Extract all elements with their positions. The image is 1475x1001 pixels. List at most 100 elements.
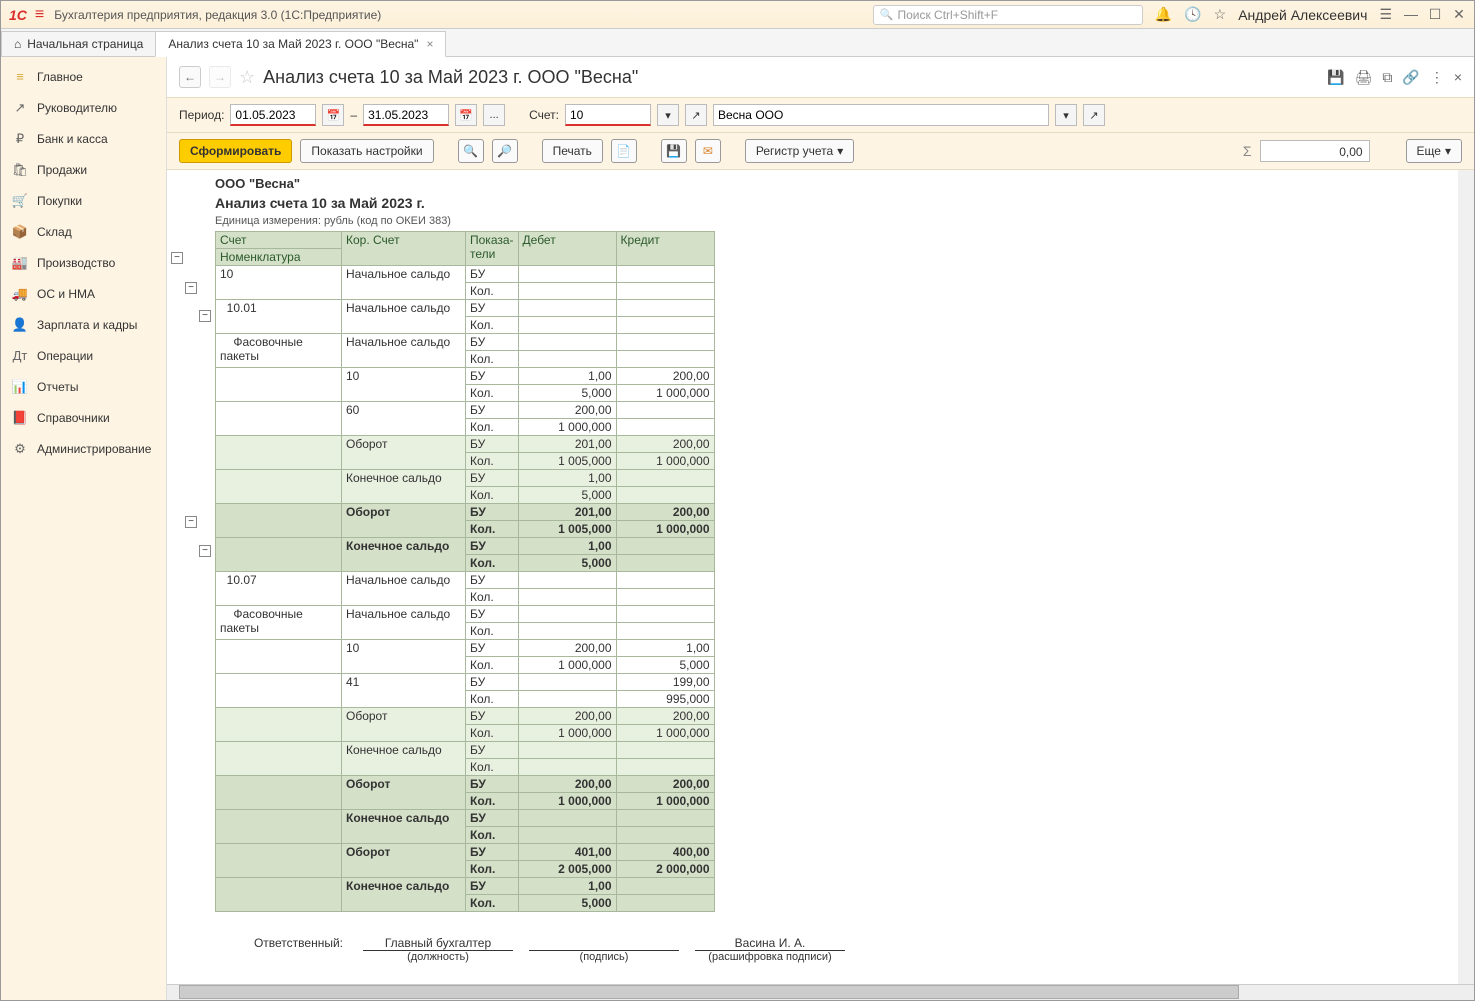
tree-toggle[interactable]: − (199, 310, 211, 322)
more-button[interactable]: Еще ▾ (1406, 139, 1462, 163)
account-open-icon[interactable]: ↗ (685, 104, 707, 126)
sidebar-label: Склад (37, 225, 72, 239)
app-menu-icon[interactable]: ≡ (35, 6, 44, 24)
preview-icon[interactable]: 📄 (611, 139, 637, 163)
org-open-icon[interactable]: ↗ (1083, 104, 1105, 126)
close-page-icon[interactable]: × (1454, 69, 1462, 86)
sidebar-icon: 📦 (11, 224, 29, 240)
main-area: ← → ☆ Анализ счета 10 за Май 2023 г. ООО… (167, 57, 1474, 1000)
forward-button[interactable]: → (209, 66, 231, 88)
global-search-input[interactable]: Поиск Ctrl+Shift+F (873, 5, 1143, 25)
logo-1c: 1C (9, 7, 27, 23)
sidebar-item[interactable]: ≡Главное (1, 61, 166, 92)
org-input[interactable] (713, 104, 1049, 126)
sidebar-item[interactable]: ↗ Руководителю (1, 92, 166, 123)
sidebar-icon: ₽ (11, 131, 29, 147)
sign-signature-value (529, 936, 679, 950)
report-area: ООО "Весна" Анализ счета 10 за Май 2023 … (167, 170, 1474, 984)
close-icon[interactable]: ✕ (1452, 6, 1466, 23)
sign-name-value: Васина И. А. (695, 936, 845, 950)
hdr-nom: Номенклатура (216, 249, 342, 266)
calendar-from-icon[interactable]: 📅 (322, 104, 344, 126)
report-unit: Единица измерения: рубль (код по ОКЕИ 38… (215, 213, 1470, 229)
sidebar-item[interactable]: Дт Операции (1, 340, 166, 371)
search-placeholder: Поиск Ctrl+Shift+F (897, 8, 998, 22)
minimize-icon[interactable]: — (1404, 6, 1418, 23)
sidebar-icon: ⚙ (11, 441, 29, 457)
page-title: Анализ счета 10 за Май 2023 г. ООО "Весн… (263, 67, 638, 88)
maximize-icon[interactable]: ☐ (1428, 6, 1442, 23)
history-icon[interactable]: 🕓 (1184, 6, 1201, 23)
back-button[interactable]: ← (179, 66, 201, 88)
user-name[interactable]: Андрей Алексеевич (1238, 7, 1367, 23)
page-header: ← → ☆ Анализ счета 10 за Май 2023 г. ООО… (167, 57, 1474, 97)
sidebar-item[interactable]: 📦 Склад (1, 216, 166, 247)
sidebar-icon: 🛍 (11, 162, 29, 178)
settings-bars-icon[interactable]: ☰ (1379, 6, 1392, 23)
sidebar-item[interactable]: 👤Зарплата и кадры (1, 309, 166, 340)
tab-report[interactable]: Анализ счета 10 за Май 2023 г. ООО "Весн… (155, 31, 446, 57)
sidebar-label: Продажи (37, 163, 87, 177)
sidebar-item[interactable]: 🛒Покупки (1, 185, 166, 216)
email-icon[interactable]: ✉ (695, 139, 721, 163)
sidebar-icon: ↗ (11, 100, 29, 116)
print-icon[interactable]: 🖨 (1355, 69, 1373, 86)
hdr-deb: Дебет (518, 232, 616, 266)
app-title: Бухгалтерия предприятия, редакция 3.0 (1… (54, 8, 381, 22)
tab-home-label: Начальная страница (27, 37, 143, 51)
sidebar-item[interactable]: ⚙Администрирование (1, 433, 166, 464)
sidebar-item[interactable]: ₽Банк и касса (1, 123, 166, 154)
sidebar-label: ОС и НМА (37, 287, 95, 301)
org-dropdown-icon[interactable]: ▾ (1055, 104, 1077, 126)
tree-toggle[interactable]: − (171, 252, 183, 264)
print-button[interactable]: Печать (542, 139, 603, 163)
sidebar-label: Производство (37, 256, 115, 270)
horizontal-scrollbar[interactable] (167, 984, 1474, 1000)
tree-toggle[interactable]: − (185, 282, 197, 294)
favorite-star-icon[interactable]: ☆ (239, 67, 255, 88)
disk-save-icon[interactable]: 💾 (1327, 69, 1344, 86)
sidebar-label: Руководителю (37, 101, 117, 115)
sidebar-item[interactable]: 📕Справочники (1, 402, 166, 433)
sidebar-icon: 🚚 (11, 286, 29, 302)
sidebar-item[interactable]: 🏭 Производство (1, 247, 166, 278)
signature-row: Ответственный: Главный бухгалтер (должно… (215, 936, 1470, 963)
sidebar-label: Операции (37, 349, 93, 363)
form-button[interactable]: Сформировать (179, 139, 292, 163)
tree-toggle[interactable]: − (185, 516, 197, 528)
titlebar: 1C ≡ Бухгалтерия предприятия, редакция 3… (1, 1, 1474, 29)
settings-button[interactable]: Показать настройки (300, 139, 433, 163)
sidebar-item[interactable]: 📊Отчеты (1, 371, 166, 402)
link-icon[interactable]: 🔗 (1402, 69, 1419, 86)
register-label: Регистр учета (756, 144, 833, 158)
period-dash: – (350, 108, 357, 122)
bell-icon[interactable]: 🔔 (1155, 6, 1172, 23)
tab-close-icon[interactable]: × (426, 37, 433, 51)
account-input[interactable] (565, 104, 651, 126)
sidebar-icon: Дт (11, 348, 29, 363)
params-bar: Период: 📅 – 📅 ... Счет: ▾ ↗ ▾ ↗ (167, 97, 1474, 133)
sidebar-item[interactable]: 🚚 ОС и НМА (1, 278, 166, 309)
vertical-scrollbar[interactable] (1458, 170, 1474, 984)
sidebar-item[interactable]: 🛍 Продажи (1, 154, 166, 185)
report-title: Анализ счета 10 за Май 2023 г. (215, 193, 1470, 213)
date-to-input[interactable] (363, 104, 449, 126)
tree-toggle[interactable]: − (199, 545, 211, 557)
save-icon[interactable]: 💾 (661, 139, 687, 163)
tab-report-label: Анализ счета 10 за Май 2023 г. ООО "Весн… (168, 37, 418, 51)
report-toolbar: Сформировать Показать настройки 🔍 🔎 Печа… (167, 133, 1474, 170)
period-dots-button[interactable]: ... (483, 104, 505, 126)
find-icon[interactable]: 🔍 (458, 139, 484, 163)
register-button[interactable]: Регистр учета ▾ (745, 139, 854, 163)
find-back-icon[interactable]: 🔎 (492, 139, 518, 163)
open-external-icon[interactable]: ⧉ (1382, 69, 1392, 86)
calendar-to-icon[interactable]: 📅 (455, 104, 477, 126)
more-menu-icon[interactable]: ⋮ (1430, 69, 1444, 86)
sidebar-icon: 🏭 (11, 255, 29, 271)
star-icon[interactable]: ☆ (1214, 6, 1227, 23)
date-from-input[interactable] (230, 104, 316, 126)
tab-home[interactable]: ⌂Начальная страница (1, 31, 156, 57)
account-dropdown-icon[interactable]: ▾ (657, 104, 679, 126)
report-org: ООО "Весна" (215, 174, 1470, 193)
sidebar: ≡Главное ↗ Руководителю ₽Банк и касса 🛍 Прода… (1, 57, 167, 1000)
